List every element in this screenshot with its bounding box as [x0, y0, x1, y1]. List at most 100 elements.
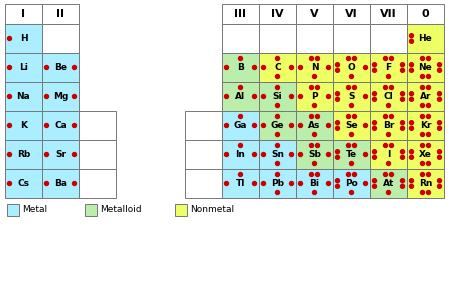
- Text: Ca: Ca: [54, 121, 67, 130]
- Circle shape: [349, 162, 354, 166]
- Bar: [259, 24, 296, 53]
- Circle shape: [353, 85, 356, 90]
- Text: Xe: Xe: [419, 150, 432, 159]
- Text: As: As: [308, 121, 321, 130]
- Circle shape: [438, 126, 441, 130]
- Circle shape: [312, 74, 317, 78]
- Circle shape: [336, 155, 339, 159]
- Circle shape: [420, 191, 425, 194]
- Bar: [333, 24, 370, 53]
- Text: Nonmetal: Nonmetal: [190, 205, 234, 214]
- Circle shape: [262, 124, 265, 128]
- Bar: [79, 169, 116, 198]
- Circle shape: [401, 155, 404, 159]
- Text: IV: IV: [271, 9, 284, 19]
- Text: Se: Se: [345, 121, 358, 130]
- Circle shape: [262, 65, 265, 69]
- Bar: [296, 4, 333, 24]
- Text: Cl: Cl: [383, 92, 393, 101]
- Bar: [370, 82, 407, 111]
- Circle shape: [349, 191, 354, 194]
- Bar: [85, 204, 97, 216]
- Circle shape: [290, 94, 293, 99]
- Circle shape: [299, 94, 302, 99]
- Circle shape: [390, 114, 393, 119]
- Circle shape: [316, 144, 319, 148]
- Circle shape: [373, 179, 376, 183]
- Circle shape: [327, 94, 330, 99]
- Circle shape: [364, 94, 367, 99]
- Circle shape: [312, 133, 317, 137]
- Circle shape: [262, 94, 265, 99]
- Circle shape: [420, 74, 425, 78]
- Bar: [42, 82, 79, 111]
- Circle shape: [373, 68, 376, 72]
- Circle shape: [383, 85, 388, 90]
- Circle shape: [364, 65, 367, 69]
- Text: At: At: [383, 179, 394, 188]
- Text: Metal: Metal: [22, 205, 47, 214]
- Circle shape: [327, 124, 330, 128]
- Bar: [370, 111, 407, 140]
- Text: P: P: [311, 92, 318, 101]
- Bar: [259, 111, 296, 140]
- Circle shape: [373, 121, 376, 125]
- Bar: [5, 24, 42, 53]
- Circle shape: [410, 92, 413, 96]
- Circle shape: [390, 56, 393, 60]
- Circle shape: [427, 173, 430, 176]
- Circle shape: [275, 144, 280, 148]
- Circle shape: [401, 97, 404, 101]
- Bar: [333, 140, 370, 169]
- Circle shape: [401, 92, 404, 96]
- Circle shape: [238, 56, 243, 60]
- Circle shape: [336, 150, 339, 154]
- Circle shape: [401, 184, 404, 188]
- Bar: [79, 140, 116, 169]
- Circle shape: [373, 184, 376, 188]
- Circle shape: [238, 144, 243, 148]
- Bar: [259, 53, 296, 82]
- Text: I: I: [387, 150, 390, 159]
- Circle shape: [349, 103, 354, 108]
- Bar: [5, 53, 42, 82]
- Circle shape: [373, 126, 376, 130]
- Bar: [42, 24, 79, 53]
- Circle shape: [299, 182, 302, 185]
- Circle shape: [346, 144, 350, 148]
- Circle shape: [327, 182, 330, 185]
- Text: Metalloid: Metalloid: [100, 205, 142, 214]
- Text: Te: Te: [346, 150, 357, 159]
- Circle shape: [427, 114, 430, 119]
- Circle shape: [225, 94, 228, 99]
- Bar: [333, 53, 370, 82]
- Circle shape: [420, 114, 425, 119]
- Circle shape: [438, 92, 441, 96]
- Text: Po: Po: [345, 179, 358, 188]
- Circle shape: [290, 153, 293, 157]
- Circle shape: [410, 126, 413, 130]
- Text: F: F: [385, 63, 392, 72]
- Text: Tl: Tl: [236, 179, 245, 188]
- Circle shape: [346, 56, 350, 60]
- Text: B: B: [237, 63, 244, 72]
- Bar: [407, 53, 444, 82]
- Bar: [296, 82, 333, 111]
- Circle shape: [73, 153, 76, 157]
- Text: Rn: Rn: [419, 179, 432, 188]
- Circle shape: [238, 85, 243, 90]
- Circle shape: [438, 179, 441, 183]
- Circle shape: [262, 182, 265, 185]
- Text: Sb: Sb: [308, 150, 321, 159]
- Bar: [259, 4, 296, 24]
- Circle shape: [275, 114, 280, 119]
- Circle shape: [253, 65, 256, 69]
- Circle shape: [410, 179, 413, 183]
- Circle shape: [364, 153, 367, 157]
- Circle shape: [225, 182, 228, 185]
- Circle shape: [410, 155, 413, 159]
- Bar: [42, 4, 79, 24]
- Circle shape: [386, 162, 391, 166]
- Circle shape: [327, 65, 330, 69]
- Bar: [42, 53, 79, 82]
